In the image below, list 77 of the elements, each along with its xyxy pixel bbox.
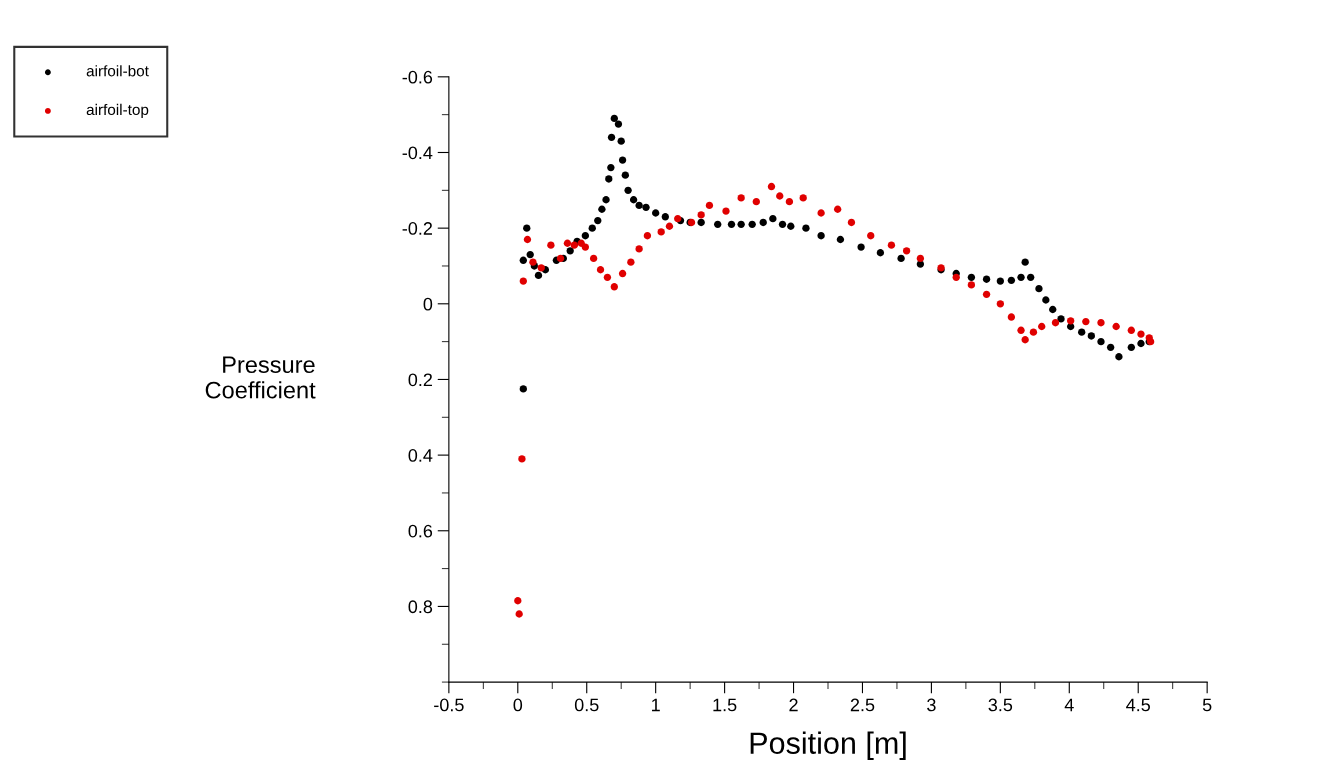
point	[697, 211, 705, 219]
point	[581, 243, 590, 251]
point	[563, 239, 572, 247]
legend-label: airfoil-top	[86, 103, 149, 119]
point	[519, 277, 527, 285]
y-tick-label: 0	[423, 297, 433, 311]
point	[982, 290, 991, 299]
point	[1137, 330, 1145, 338]
x-tick-label: 3.5	[988, 698, 1013, 712]
point	[1066, 317, 1075, 325]
point	[952, 273, 960, 281]
point	[767, 182, 776, 191]
point	[722, 207, 730, 215]
point	[776, 192, 784, 200]
point	[1097, 319, 1105, 327]
point	[635, 245, 643, 253]
y-tick-label: 0.4	[408, 449, 433, 462]
point	[665, 222, 674, 230]
point	[752, 197, 760, 206]
point	[529, 258, 537, 266]
point	[887, 241, 896, 249]
point	[737, 194, 745, 202]
point	[1029, 328, 1038, 336]
point	[1017, 326, 1025, 334]
point	[847, 218, 856, 227]
x-tick-label: 1	[652, 698, 660, 712]
point	[610, 283, 618, 291]
x-tick-label: 1.5	[713, 698, 737, 712]
point	[833, 205, 842, 213]
point	[523, 235, 532, 244]
x-tick-label: 2	[789, 698, 798, 712]
y-tick-label: 0.6	[408, 524, 433, 538]
point	[967, 281, 976, 289]
point	[547, 241, 555, 249]
point	[596, 266, 605, 274]
point	[657, 228, 665, 236]
x-tick-label: 5	[1202, 698, 1212, 712]
x-tick-label: 4.5	[1126, 698, 1151, 712]
point	[705, 201, 714, 210]
point	[589, 254, 598, 263]
point	[1021, 336, 1029, 344]
point	[514, 597, 522, 605]
x-tick-label: -0.5	[434, 698, 464, 712]
point	[996, 300, 1005, 308]
point	[515, 610, 523, 618]
x-tick-label: 2.5	[850, 698, 875, 712]
y-tick-label: 0.2	[408, 373, 432, 387]
point	[518, 455, 526, 463]
x-axis-title: Position [m]	[750, 731, 906, 761]
point	[817, 209, 825, 217]
point	[627, 258, 635, 266]
y-axis-title: Pressure Coefficient	[205, 356, 316, 399]
x-tick-label: 0.5	[574, 698, 599, 712]
point	[618, 269, 627, 278]
point	[916, 254, 925, 263]
point	[570, 241, 578, 249]
point	[902, 247, 911, 255]
point	[785, 197, 794, 206]
y-tick-label: 0.8	[408, 600, 433, 614]
point	[603, 273, 612, 281]
point	[799, 194, 807, 202]
point	[643, 232, 652, 240]
point	[537, 264, 545, 272]
x-tick-label: 0	[513, 698, 523, 712]
point	[1007, 313, 1016, 321]
point	[1051, 319, 1060, 327]
point	[1038, 322, 1046, 331]
point	[867, 232, 875, 240]
point	[1082, 317, 1090, 326]
x-tick-label: 3	[927, 698, 936, 712]
point	[1112, 322, 1120, 331]
y-tick-label: -0.6	[402, 70, 433, 84]
y-tick-label: -0.2	[402, 222, 432, 235]
y-tick-label: -0.4	[402, 146, 433, 160]
point	[1127, 326, 1135, 334]
legend-label: airfoil-bot	[86, 65, 149, 77]
x-tick-label: 4	[1064, 698, 1074, 712]
